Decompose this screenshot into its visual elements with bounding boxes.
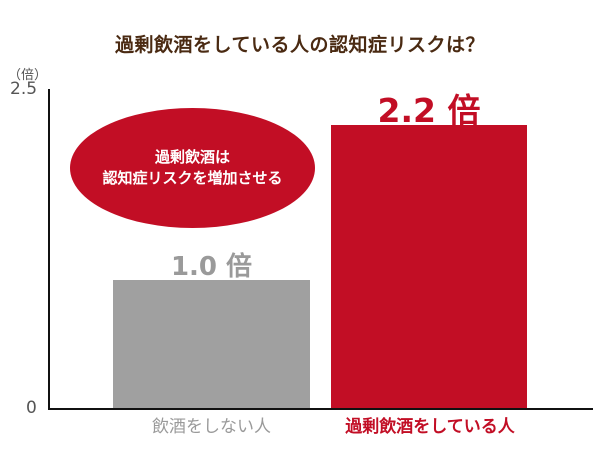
value-label-non-drinker: 1.0 倍 <box>170 252 253 282</box>
callout-line-2: 認知症リスクを増加させる <box>102 169 283 187</box>
x-axis-line <box>48 408 593 410</box>
value-label-heavy-drinker: 2.2 倍 <box>377 91 481 130</box>
category-label-non-drinker: 飲酒をしない人 <box>152 417 271 437</box>
y-tick-max: 2.5 <box>10 79 38 99</box>
y-axis-unit: （倍） <box>8 68 48 83</box>
y-tick-zero: 0 <box>26 398 37 418</box>
bar-non-drinker <box>113 280 310 409</box>
y-axis-line <box>48 89 50 409</box>
bar-heavy-drinker <box>331 125 527 409</box>
category-label-heavy-drinker: 過剰飲酒をしている人 <box>345 417 515 437</box>
callout-line-1: 過剰飲酒は <box>154 148 230 166</box>
callout-ellipse: 過剰飲酒は 認知症リスクを増加させる <box>70 108 315 228</box>
chart-title: 過剰飲酒をしている人の認知症リスクは？ <box>115 34 485 56</box>
